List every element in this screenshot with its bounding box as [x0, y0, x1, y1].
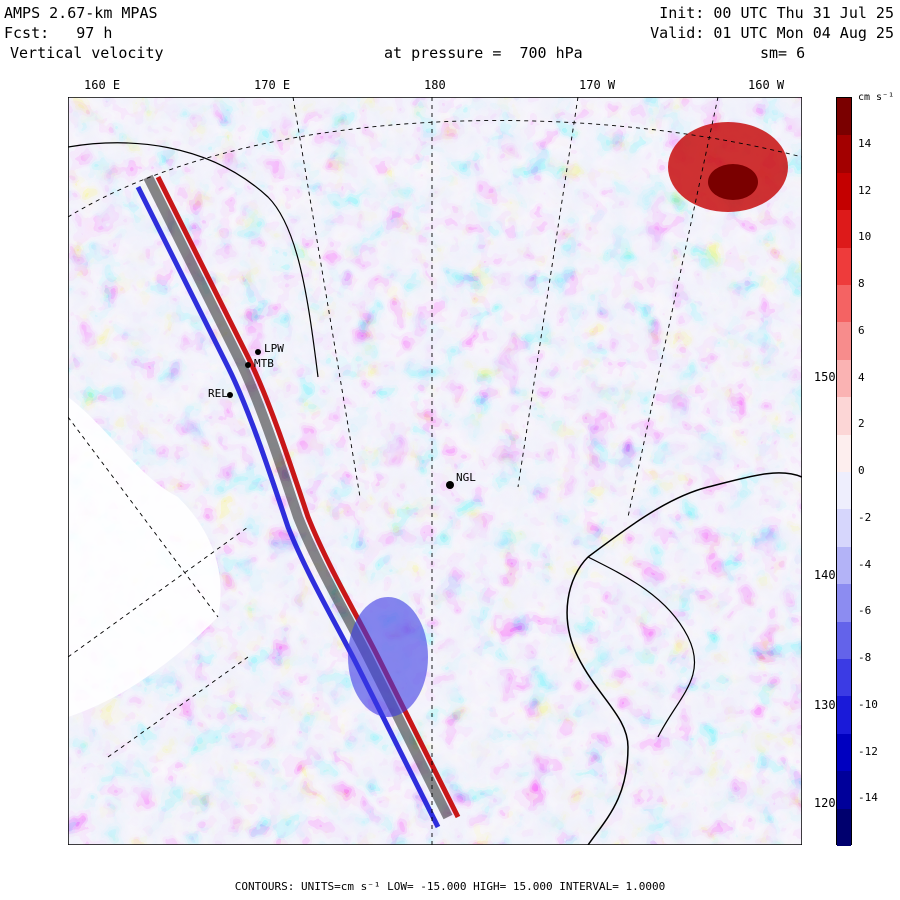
forecast-hour: Fcst: 97 h	[4, 24, 113, 42]
model-title: AMPS 2.67-km MPAS	[4, 4, 158, 22]
coastline	[566, 472, 802, 845]
downward-motion-core	[348, 597, 428, 717]
colorbar-segment	[837, 359, 851, 398]
stations: LPW MTB REL NGL	[208, 342, 476, 489]
colorbar-unit: cm s⁻¹	[858, 92, 895, 103]
station-rel: REL	[208, 387, 228, 400]
colorbar-tick-label: -12	[858, 744, 878, 758]
colorbar-tick-label: 12	[858, 183, 872, 197]
pressure-level: at pressure = 700 hPa	[384, 44, 583, 62]
colorbar-segment	[837, 509, 851, 548]
station-mtb: MTB	[254, 357, 274, 370]
station-lpw: LPW	[264, 342, 284, 355]
colorbar-segment	[837, 472, 851, 510]
colorbar-segment	[837, 771, 851, 810]
colorbar-tick-label: -8	[858, 651, 872, 664]
colorbar-tick-label: 8	[858, 277, 865, 290]
colorbar-segment	[837, 808, 851, 847]
colorbar-tick-label: 2	[858, 417, 865, 431]
colorbar-segment	[837, 696, 851, 735]
colorbar-tick-label: 10	[858, 230, 872, 244]
colorbar-segment	[837, 172, 851, 211]
colorbar	[836, 97, 852, 847]
colorbar-segment	[837, 621, 851, 660]
colorbar-segment	[837, 434, 851, 473]
colorbar-tick-label: -6	[858, 604, 872, 618]
lon-label-180: 180	[424, 78, 446, 92]
lon-label-170w: 170 W	[579, 78, 616, 92]
colorbar-tick-label: -14	[858, 791, 878, 805]
lon-label-160e: 160 E	[84, 78, 121, 92]
colorbar-segment	[837, 210, 851, 249]
vertical-velocity-map: LPW MTB REL NGL	[68, 97, 802, 845]
lon-label-160w: 160 W	[748, 78, 785, 92]
colorbar-segment	[837, 322, 851, 361]
colorbar-segment	[837, 135, 851, 174]
colorbar-segment	[837, 285, 851, 323]
colorbar-segment	[837, 733, 851, 772]
colorbar-tick-label: 14	[858, 136, 872, 150]
contour-info-footer: CONTOURS: UNITS=cm s⁻¹ LOW= -15.000 HIGH…	[234, 880, 666, 893]
station-ngl: NGL	[456, 471, 476, 484]
colorbar-segment	[837, 397, 851, 436]
graticule	[68, 97, 802, 845]
colorbar-segment	[837, 546, 851, 585]
colorbar-segment	[837, 98, 851, 136]
colorbar-tick-label: 4	[858, 370, 865, 384]
init-time: Init: 00 UTC Thu 31 Jul 25	[659, 4, 894, 22]
colorbar-tick-label: 6	[858, 323, 865, 337]
colorbar-tick-label: -10	[858, 697, 878, 711]
colorbar-tick-label: 0	[858, 464, 865, 477]
colorbar-segment	[837, 584, 851, 623]
colorbar-segment	[837, 659, 851, 697]
valid-time: Valid: 01 UTC Mon 04 Aug 25	[650, 24, 894, 42]
ice-shelf-region	[68, 397, 221, 717]
smoothing: sm= 6	[760, 44, 806, 62]
field-name: Vertical velocity	[10, 44, 164, 62]
colorbar-tick-label: -2	[858, 510, 872, 524]
colorbar-segment	[837, 247, 851, 286]
lon-label-170e: 170 E	[254, 78, 291, 92]
colorbar-tick-label: -4	[858, 557, 872, 571]
velocity-field	[68, 97, 802, 845]
